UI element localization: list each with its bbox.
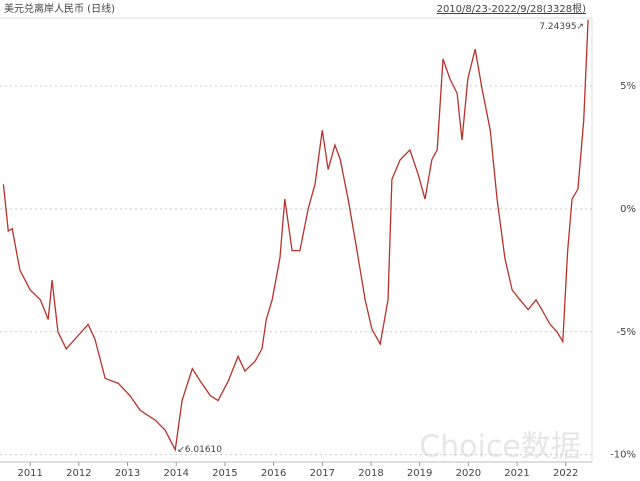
x-tick-label: 2012 xyxy=(66,468,91,479)
chart-title: 美元兑离岸人民币 (日线) xyxy=(4,2,115,15)
x-tick-label: 2013 xyxy=(115,468,140,479)
x-tick-label: 2016 xyxy=(261,468,286,479)
x-tick-label: 2018 xyxy=(358,468,383,479)
y-tick-label: 0% xyxy=(620,204,636,215)
x-tick-label: 2020 xyxy=(456,468,481,479)
annotation: 7.24395↗ xyxy=(539,22,584,32)
watermark: Choice数据 xyxy=(419,430,581,465)
x-tick-label: 2021 xyxy=(504,468,529,479)
chart-subtitle: 2010/8/23-2022/9/28(3328根) xyxy=(437,2,587,15)
x-tick-label: 2015 xyxy=(212,468,237,479)
annotation: ↙6.01610 xyxy=(177,445,222,455)
x-tick-label: 2011 xyxy=(17,468,42,479)
price-line xyxy=(2,19,589,452)
x-tick-label: 2017 xyxy=(310,468,335,479)
y-tick-label: -10% xyxy=(610,450,636,461)
x-tick-label: 2022 xyxy=(553,468,578,479)
x-tick-label: 2019 xyxy=(407,468,432,479)
y-tick-label: -5% xyxy=(617,327,636,338)
y-tick-label: 5% xyxy=(620,81,636,92)
x-tick-label: 2014 xyxy=(164,468,189,479)
